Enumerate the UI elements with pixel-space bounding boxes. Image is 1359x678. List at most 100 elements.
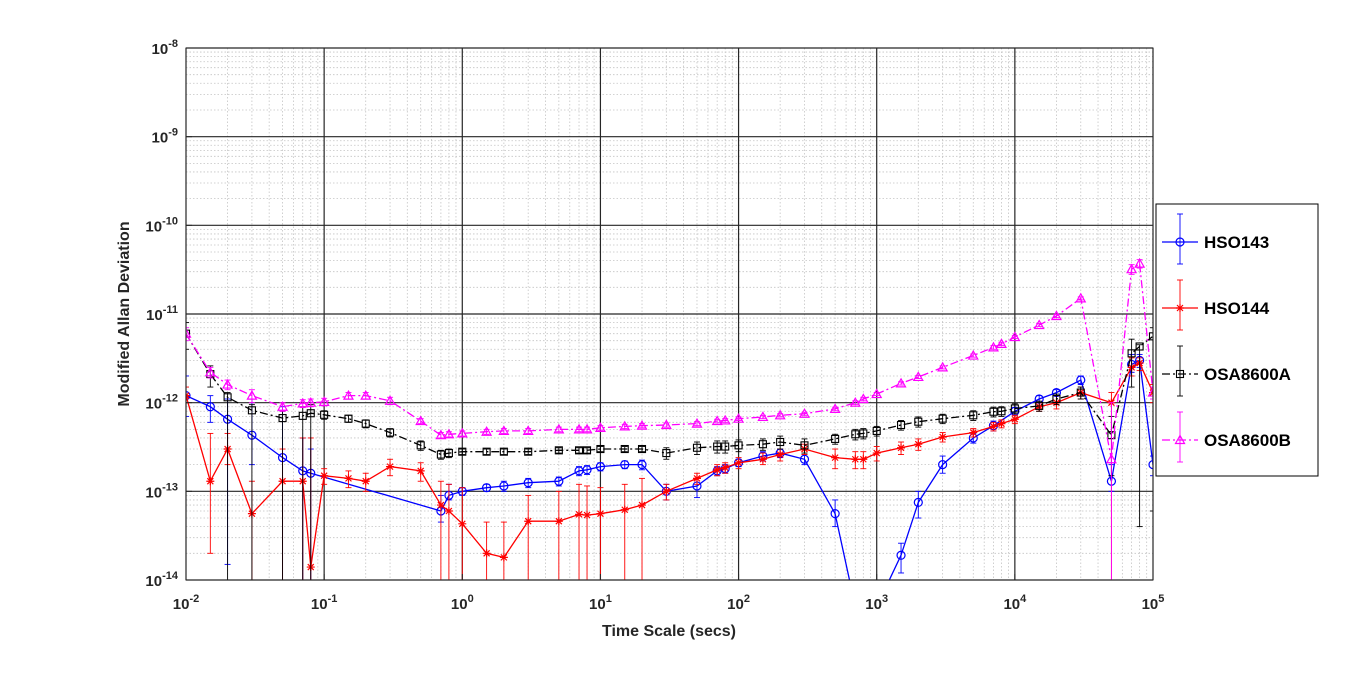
data-point [444,507,453,516]
data-point [498,425,510,436]
x-axis-ticks: 10-2 10-1 100 101 102 103 104 105 [173,574,1164,613]
data-point [857,393,869,404]
data-point [554,476,564,486]
data-point [223,393,232,402]
data-point [776,450,785,459]
series-layer [186,257,1153,611]
data-point [481,426,493,436]
legend-swatch-marker [1176,304,1184,312]
data-point [581,423,593,434]
x-tick-label: 100 [451,593,474,613]
y-axis-title: Modified Allan Deviation [116,221,133,406]
data-point [851,603,859,611]
data-point [482,447,491,456]
data-point [734,441,743,450]
data-point [361,477,370,486]
data-point [499,447,508,456]
data-point [318,396,330,407]
data-point [384,395,396,405]
data-point [1009,331,1021,342]
data-point [619,420,631,431]
data-point [1105,453,1117,464]
data-point [637,444,647,454]
data-point [691,417,703,428]
data-point [636,419,648,430]
legend-label: HSO143 [1204,233,1269,252]
data-point [995,338,1007,349]
data-point [937,361,949,372]
data-point [620,444,629,454]
x-tick-label: 103 [865,593,888,613]
legend-entry-HSO143: HSO143 [1162,213,1269,265]
data-point [595,462,606,472]
legend-swatch-marker [1174,434,1186,445]
y-tick-label: 10-11 [146,304,178,324]
data-point [1148,332,1153,341]
data-point [620,460,630,470]
data-point [692,474,701,483]
data-point [831,434,840,443]
data-point [734,458,743,467]
data-point [849,396,861,407]
data-point [692,443,702,452]
x-tick-label: 10-1 [311,593,337,613]
data-point [522,425,534,436]
y-tick-label: 10-12 [145,393,178,413]
data-point [662,449,671,458]
data-point [997,419,1006,428]
data-point [938,460,948,470]
data-point [575,510,584,519]
data-point [582,465,592,475]
data-point [719,414,731,425]
data-point [298,411,307,420]
data-point [416,466,425,475]
y-tick-label: 10-14 [145,570,178,590]
data-point [1075,292,1087,303]
data-point [721,463,730,472]
data-point [872,449,881,458]
data-point [554,517,563,526]
legend-entry-OSA8600B: OSA8600B [1162,411,1291,463]
data-point [1134,257,1146,268]
data-point [851,455,860,464]
data-point [435,429,447,440]
data-point [1126,263,1138,274]
data-point [247,406,256,415]
data-point [1035,401,1044,410]
x-tick-label: 10-2 [173,593,199,613]
legend-box [1155,203,1319,477]
data-point [638,501,647,510]
x-axis-title: Time Scale (secs) [602,623,736,640]
data-point [306,409,315,418]
data-point [989,407,998,416]
y-tick-label: 10-9 [152,127,178,147]
data-point [914,440,923,449]
data-point [415,415,427,426]
data-point [798,408,811,418]
data-point [1135,342,1144,351]
data-point [320,471,329,480]
data-point [831,453,840,462]
data-point [1010,404,1019,413]
data-point [969,428,978,437]
data-point [458,519,467,528]
data-point [186,329,191,338]
data-point [554,446,563,455]
data-point [637,460,647,470]
y-tick-label: 10-13 [145,481,178,501]
data-point [482,483,492,493]
data-point [342,389,354,400]
data-point [830,509,840,519]
data-point [361,419,370,428]
data-point [320,410,329,419]
data-point [594,422,606,432]
data-point [912,371,924,382]
data-point [583,511,592,520]
data-point [582,446,592,455]
data-point [914,417,923,426]
data-point [871,388,883,399]
data-point [896,550,906,560]
data-point [660,419,672,430]
data-point [713,465,722,474]
